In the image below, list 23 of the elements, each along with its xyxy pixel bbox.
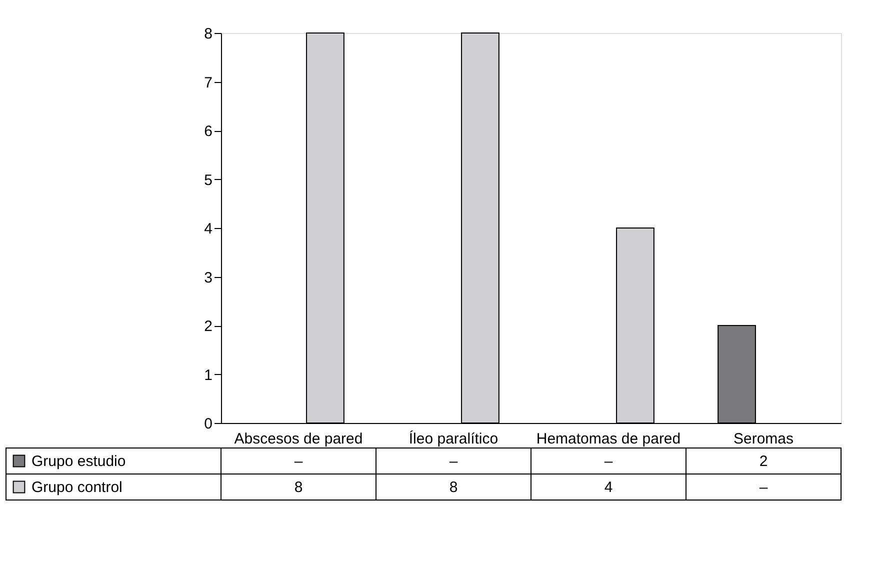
y-tick-label: 8 xyxy=(204,26,212,42)
x-tick-label: Íleo paralítico xyxy=(408,430,498,448)
y-tick-label: 3 xyxy=(204,269,212,286)
data-label: 4 xyxy=(604,479,613,496)
y-tick-label: 5 xyxy=(204,172,212,189)
y-tick-label: 4 xyxy=(204,220,212,238)
legend-label: Grupo estudio xyxy=(32,453,126,470)
text: – xyxy=(759,479,768,496)
y-tick-label: 2 xyxy=(204,318,212,335)
data-label: 8 xyxy=(294,479,303,496)
y-tick-label: 6 xyxy=(204,123,212,140)
x-tick-label: Seromas xyxy=(733,430,794,448)
legend-label: Grupo control xyxy=(32,479,122,496)
text: – xyxy=(294,453,303,470)
x-tick-label: Hematomas de pared xyxy=(536,430,681,448)
y-tick-label: 1 xyxy=(204,366,212,384)
data-label: 8 xyxy=(449,479,458,496)
x-tick-label: Abscesos de pared xyxy=(234,430,363,448)
y-tick-label: 0 xyxy=(204,416,212,432)
data-label: 2 xyxy=(759,453,768,470)
text: – xyxy=(449,453,458,470)
y-tick-label: 7 xyxy=(204,74,212,92)
text: – xyxy=(604,453,613,470)
